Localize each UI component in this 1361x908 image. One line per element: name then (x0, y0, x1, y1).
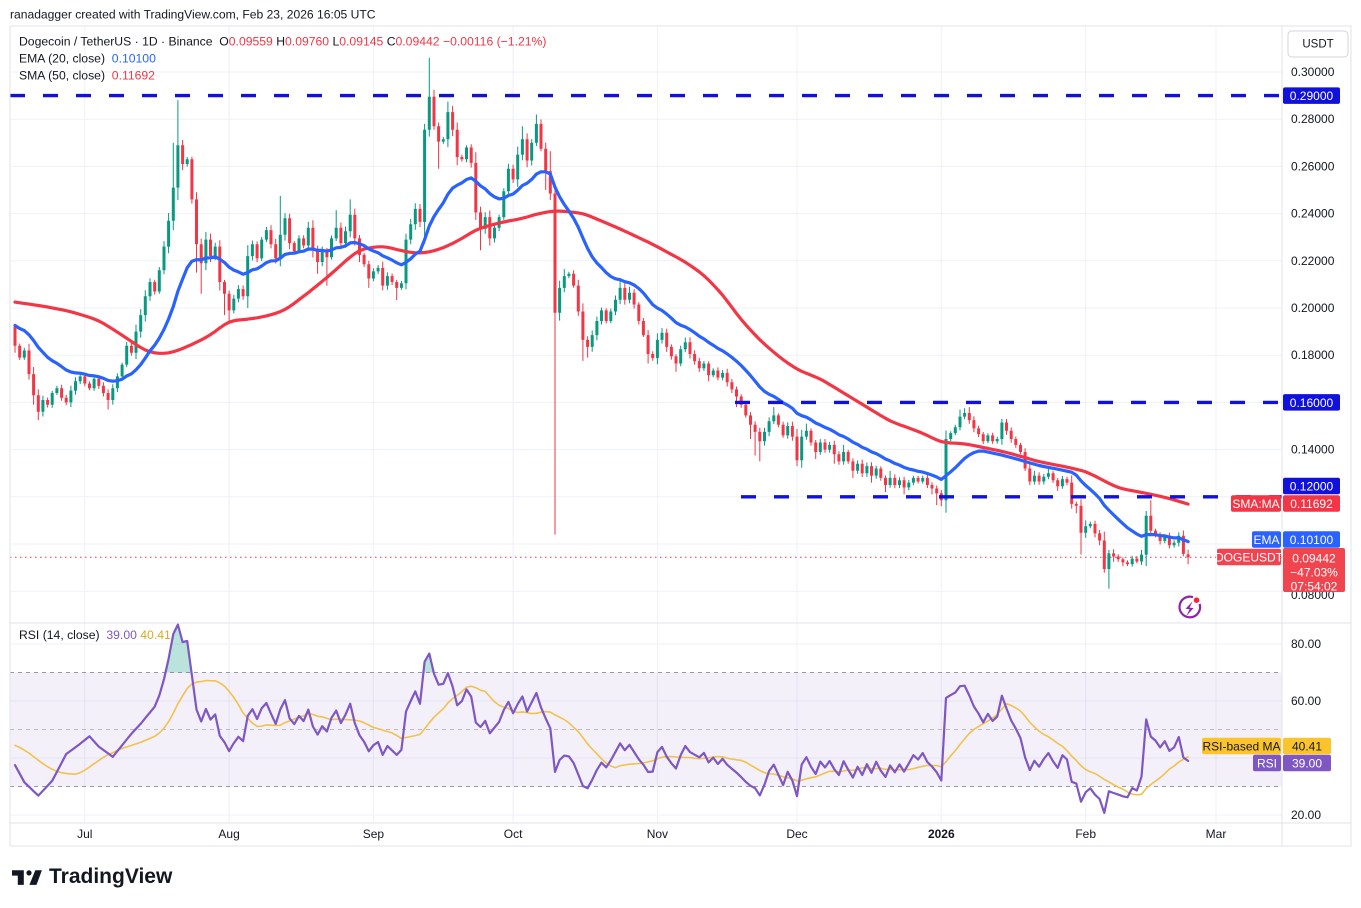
svg-text:DOGEUSDT: DOGEUSDT (1215, 551, 1284, 565)
svg-text:Jul: Jul (77, 827, 92, 841)
svg-text:0.26000: 0.26000 (1291, 159, 1335, 173)
svg-text:0.16000: 0.16000 (1290, 396, 1334, 410)
svg-text:RSI (14, close) 39.00 40.41: RSI (14, close) 39.00 40.41 (19, 628, 171, 642)
svg-text:40.41: 40.41 (1292, 740, 1322, 754)
svg-text:Oct: Oct (504, 827, 523, 841)
svg-text:SMA:MA: SMA:MA (1232, 497, 1279, 511)
svg-text:ranadagger created with Tradin: ranadagger created with TradingView.com,… (10, 8, 376, 22)
svg-text:Dec: Dec (786, 827, 807, 841)
svg-text:Feb: Feb (1075, 827, 1096, 841)
svg-text:0.28000: 0.28000 (1291, 112, 1335, 126)
svg-text:−47.03%: −47.03% (1290, 566, 1338, 580)
svg-text:2026: 2026 (928, 827, 955, 841)
svg-text:20.00: 20.00 (1291, 808, 1321, 822)
svg-text:0.09442: 0.09442 (1292, 552, 1336, 566)
svg-text:Nov: Nov (647, 827, 668, 841)
svg-text:0.12000: 0.12000 (1290, 480, 1334, 494)
svg-text:Dogecoin / TetherUS · 1D · Bin: Dogecoin / TetherUS · 1D · Binance O0.09… (19, 35, 546, 49)
svg-text:0.29000: 0.29000 (1290, 89, 1334, 103)
svg-text:0.24000: 0.24000 (1291, 207, 1335, 221)
svg-text:Sep: Sep (363, 827, 385, 841)
svg-text:0.30000: 0.30000 (1291, 65, 1335, 79)
svg-text:Mar: Mar (1206, 827, 1227, 841)
svg-text:0.20000: 0.20000 (1291, 301, 1335, 315)
svg-text:0.14000: 0.14000 (1291, 443, 1335, 457)
svg-text:07:54:02: 07:54:02 (1291, 580, 1338, 594)
svg-text:0.22000: 0.22000 (1291, 254, 1335, 268)
svg-text:39.00: 39.00 (1292, 757, 1322, 771)
svg-text:RSI-based MA: RSI-based MA (1202, 740, 1280, 754)
svg-text:60.00: 60.00 (1291, 694, 1321, 708)
svg-text:Aug: Aug (218, 827, 239, 841)
svg-text:80.00: 80.00 (1291, 637, 1321, 651)
svg-text:TradingView: TradingView (49, 865, 173, 888)
svg-text:0.18000: 0.18000 (1291, 348, 1335, 362)
svg-text:RSI: RSI (1257, 757, 1277, 771)
svg-text:SMA (50, close) 0.11692: SMA (50, close) 0.11692 (19, 69, 155, 83)
svg-text:EMA (20, close) 0.10100: EMA (20, close) 0.10100 (19, 52, 156, 66)
svg-text:EMA: EMA (1253, 533, 1279, 547)
svg-text:USDT: USDT (1302, 39, 1333, 51)
svg-text:0.10100: 0.10100 (1290, 533, 1334, 547)
svg-text:0.11692: 0.11692 (1290, 497, 1333, 511)
